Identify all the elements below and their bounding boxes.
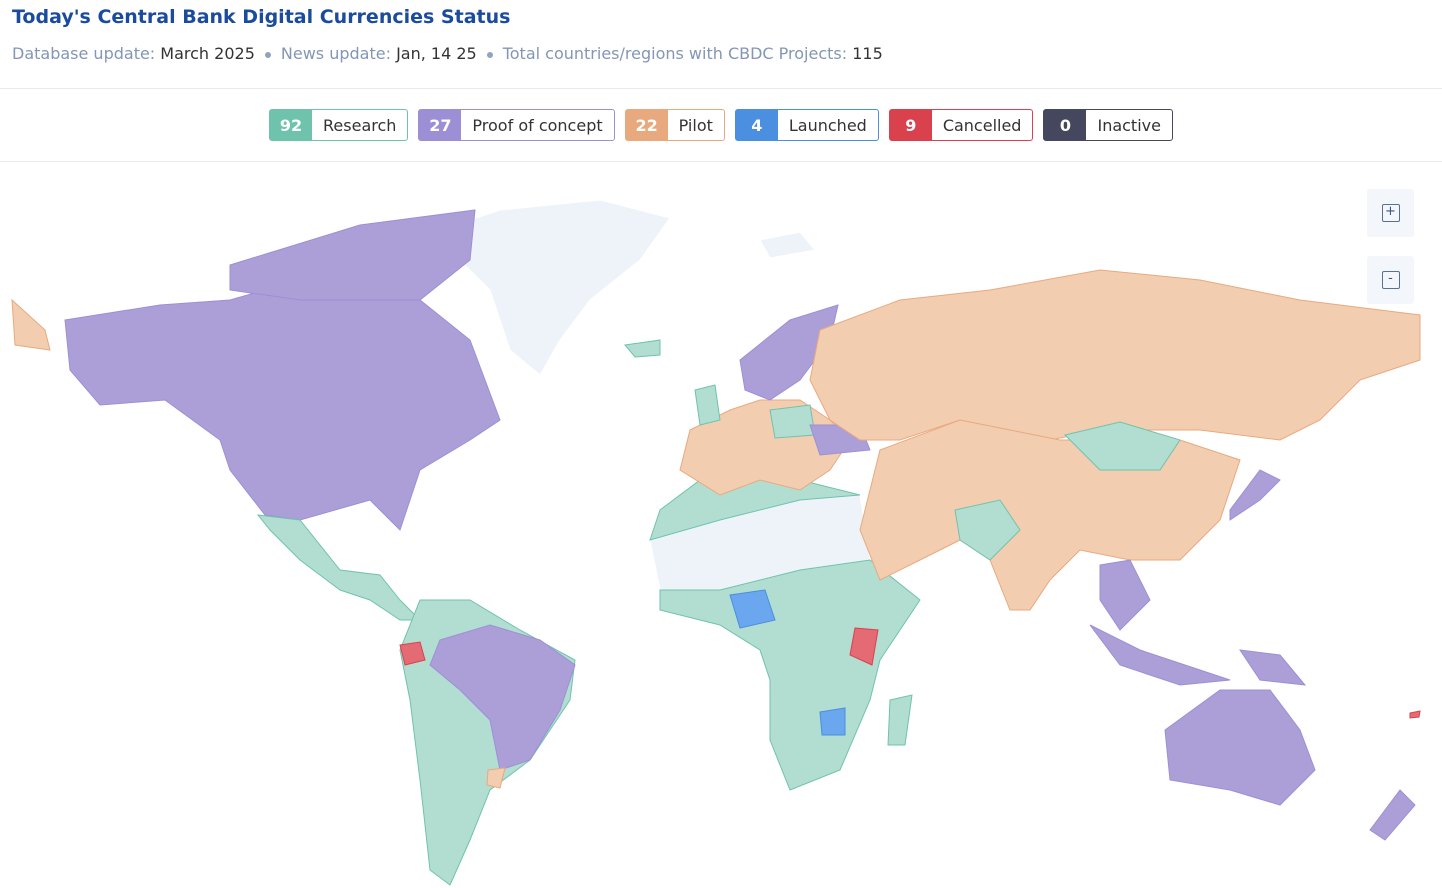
legend-label: Cancelled [942, 115, 1022, 135]
country-shape[interactable] [229, 209, 476, 301]
country-shape[interactable] [256, 514, 422, 621]
zoom-in-button[interactable]: + [1367, 189, 1414, 237]
country-shape[interactable] [1229, 469, 1281, 521]
legend-label: Research [323, 115, 397, 135]
divider [0, 88, 1442, 89]
legend-label: Launched [788, 115, 867, 135]
country-shape[interactable] [1089, 624, 1231, 686]
country-shape[interactable] [729, 589, 776, 629]
country-shape[interactable] [1164, 689, 1316, 806]
meta-label: Database update: [12, 44, 156, 63]
meta-line: Database update: March 2025 News update: … [12, 44, 883, 63]
legend-count: 9 [889, 110, 932, 140]
meta-value: 115 [852, 44, 883, 63]
country-shape[interactable] [887, 694, 913, 746]
country-shape[interactable] [486, 767, 506, 789]
zoom-icon: - [1381, 271, 1400, 289]
legend-label: Pilot [678, 115, 713, 135]
legend-count: 92 [270, 110, 313, 140]
meta-label: Total countries/regions with CBDC Projec… [502, 44, 848, 63]
country-shape[interactable] [659, 559, 921, 791]
country-shape[interactable] [399, 641, 426, 666]
country-shape[interactable] [439, 199, 671, 376]
separator [486, 51, 493, 58]
separator [264, 51, 271, 58]
legend-item[interactable]: 22 Pilot [624, 109, 725, 141]
country-shape[interactable] [954, 499, 1021, 561]
legend-count: 22 [625, 110, 668, 140]
country-shape[interactable] [11, 298, 51, 351]
country-shape[interactable] [769, 404, 816, 439]
legend-count: 27 [419, 110, 462, 140]
country-shape[interactable] [694, 384, 721, 426]
country-shape[interactable] [859, 419, 1241, 611]
country-shape[interactable] [1369, 789, 1416, 841]
country-shape[interactable] [849, 627, 879, 666]
country-shape[interactable] [809, 269, 1421, 441]
meta-value: Jan, 14 25 [396, 44, 477, 63]
legend: 92 Research 27 Proof of concept 22 Pilot 4 Laun… [0, 109, 1442, 141]
legend-label: Proof of concept [472, 115, 603, 135]
legend-item[interactable]: 27 Proof of concept [418, 109, 615, 141]
country-shape[interactable] [1099, 559, 1151, 631]
page-title: Today's Central Bank Digital Currencies … [12, 6, 511, 28]
country-shape[interactable] [1409, 710, 1421, 719]
legend-item[interactable]: 92 Research [269, 109, 409, 141]
legend-item[interactable]: 4 Launched [734, 109, 879, 141]
country-shape[interactable] [64, 279, 501, 531]
country-shape[interactable] [819, 707, 846, 736]
country-shape[interactable] [1064, 421, 1181, 471]
legend-count: 0 [1044, 110, 1087, 140]
legend-item[interactable]: 0 Inactive [1043, 109, 1173, 141]
meta-value: March 2025 [160, 44, 255, 63]
country-shape[interactable] [624, 339, 661, 358]
country-shape[interactable] [759, 231, 816, 259]
zoom-icon: + [1381, 204, 1400, 222]
world-map [11, 199, 1421, 886]
divider [0, 161, 1442, 162]
meta-label: News update: [280, 44, 391, 63]
country-shape[interactable] [1238, 649, 1307, 686]
legend-count: 4 [735, 110, 778, 140]
country-shape[interactable] [429, 624, 576, 771]
legend-item[interactable]: 9 Cancelled [888, 109, 1034, 141]
legend-label: Inactive [1097, 115, 1161, 135]
zoom-out-button[interactable]: - [1367, 256, 1414, 304]
